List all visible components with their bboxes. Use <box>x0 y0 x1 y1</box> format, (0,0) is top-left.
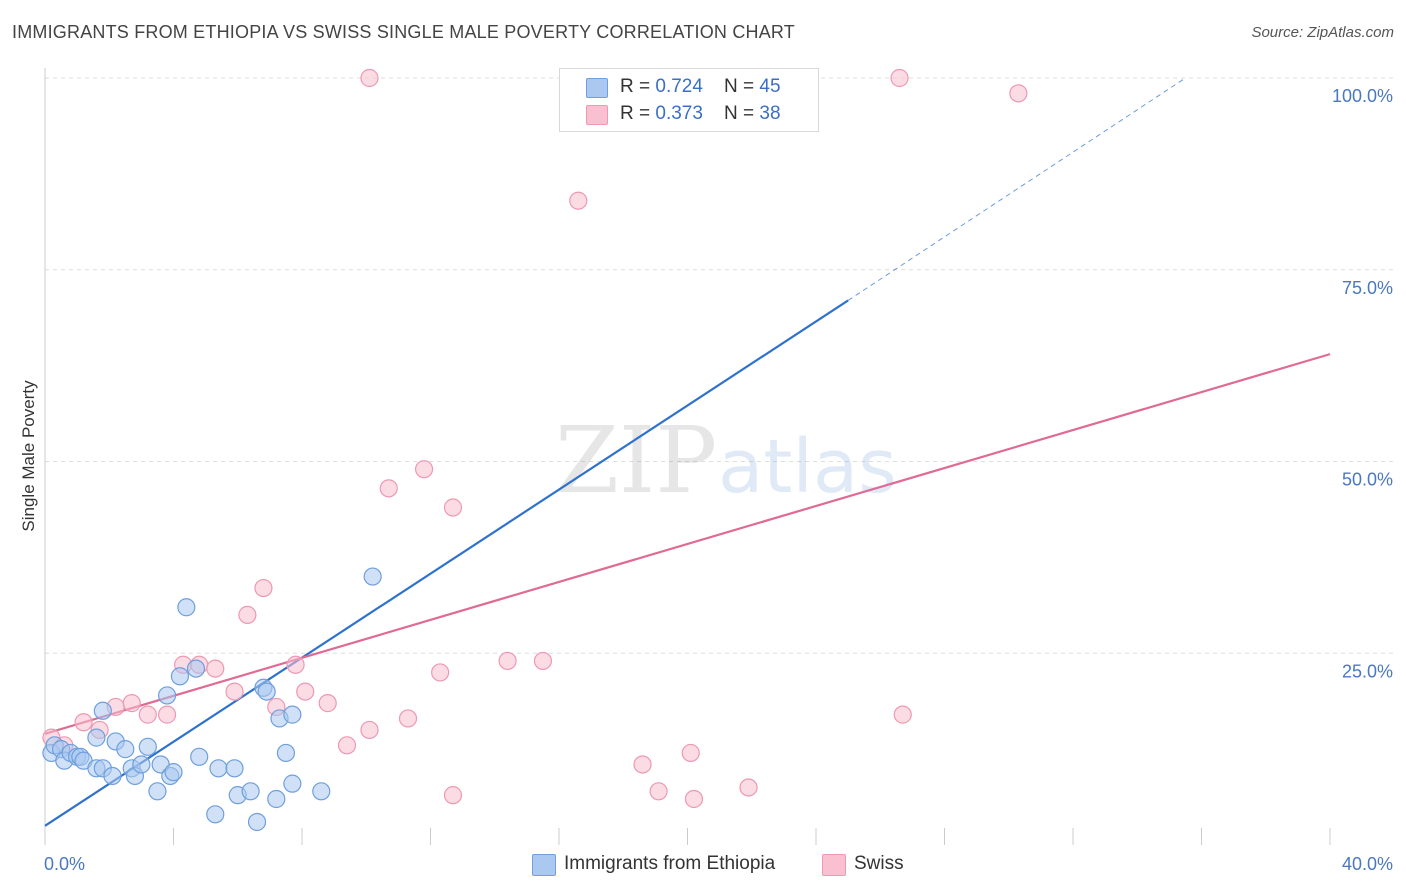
y-tick-label: 25.0% <box>1342 661 1393 681</box>
legend-r-label: R = <box>620 76 656 97</box>
legend-r-value-ethiopia: 0.724 <box>655 76 703 97</box>
point-swiss <box>443 498 463 517</box>
point-swiss <box>157 705 177 724</box>
point-ethiopia <box>206 805 225 824</box>
point-ethiopia <box>177 598 196 617</box>
point-ethiopia <box>283 705 302 724</box>
point-swiss <box>684 789 704 809</box>
legend-swatch-ethiopia <box>586 78 608 98</box>
point-swiss <box>318 694 337 713</box>
point-swiss <box>286 655 305 674</box>
point-swiss <box>238 605 257 625</box>
point-ethiopia <box>267 789 286 809</box>
point-swiss <box>337 736 357 755</box>
point-swiss <box>893 705 912 724</box>
point-swiss <box>498 651 517 671</box>
point-swiss <box>649 782 668 801</box>
chart-title: IMMIGRANTS FROM ETHIOPIA VS SWISS SINGLE… <box>12 22 795 42</box>
point-swiss <box>681 743 700 763</box>
point-swiss <box>122 694 141 713</box>
point-swiss <box>360 720 379 740</box>
watermark-atlas: atlas <box>718 424 897 510</box>
point-swiss <box>533 651 553 671</box>
point-swiss <box>431 663 450 682</box>
point-swiss <box>225 682 244 701</box>
watermark: ZIP atlas <box>555 407 897 514</box>
point-swiss <box>414 460 434 479</box>
point-swiss <box>138 705 157 724</box>
trendline-ethiopia <box>44 299 849 827</box>
point-ethiopia <box>190 747 209 766</box>
point-swiss <box>569 191 588 210</box>
legend-n-value-swiss: 38 <box>759 103 781 124</box>
point-swiss <box>739 778 758 797</box>
point-swiss <box>398 709 418 728</box>
point-swiss <box>443 786 463 805</box>
point-ethiopia <box>241 782 260 801</box>
point-ethiopia <box>247 812 267 832</box>
legend-swatch-swiss <box>586 105 608 125</box>
point-ethiopia <box>186 659 206 678</box>
legend-swatch-swiss <box>822 854 846 876</box>
grid-layer <box>45 77 1393 654</box>
y-tick-label: 50.0% <box>1342 470 1393 490</box>
point-ethiopia <box>312 782 331 801</box>
trendline-extension-ethiopia <box>847 77 1186 301</box>
point-swiss <box>254 578 273 598</box>
legend-label-ethiopia: Immigrants from Ethiopia <box>564 853 776 874</box>
point-ethiopia <box>157 686 177 705</box>
x-tick-label-min: 0.0% <box>44 854 85 874</box>
point-ethiopia <box>363 567 382 586</box>
point-ethiopia <box>138 737 157 756</box>
y-tick-label: 75.0% <box>1342 278 1393 298</box>
point-ethiopia <box>164 763 183 782</box>
trendline-layer <box>44 77 1331 827</box>
point-ethiopia <box>148 782 167 801</box>
point-ethiopia <box>225 759 244 778</box>
point-swiss <box>360 68 379 88</box>
point-ethiopia <box>276 743 296 763</box>
point-ethiopia <box>103 766 122 786</box>
trendline-swiss <box>44 353 1331 735</box>
legend-r-value-swiss: 0.373 <box>655 103 703 124</box>
legend-swatch-ethiopia <box>532 854 556 876</box>
point-swiss <box>296 682 315 701</box>
y-axis-label: Single Male Poverty <box>19 380 38 532</box>
legend-n-value-ethiopia: 45 <box>759 76 781 97</box>
point-swiss <box>74 713 93 732</box>
point-ethiopia <box>257 682 276 701</box>
axis-layer: 25.0% 50.0% 75.0% 100.0% <box>44 68 1393 846</box>
legend-label-swiss: Swiss <box>854 853 904 874</box>
point-ethiopia <box>132 755 151 774</box>
legend-n-label: N = <box>724 76 760 97</box>
point-swiss <box>890 68 909 88</box>
point-ethiopia <box>170 667 190 686</box>
legend-stats: R = 0.724 N = 45 R = 0.373 N = 38 <box>559 68 819 132</box>
source-label: Source: ZipAtlas.com <box>1251 24 1394 41</box>
legend-r-label: R = <box>620 103 656 124</box>
legend-series: Immigrants from Ethiopia Swiss <box>0 850 1406 880</box>
point-ethiopia <box>87 728 106 747</box>
x-tick-label-max: 40.0% <box>1342 854 1393 874</box>
point-swiss <box>379 479 398 498</box>
legend-n-label: N = <box>724 103 760 124</box>
watermark-zip: ZIP <box>555 407 717 514</box>
point-swiss <box>1009 84 1028 103</box>
point-swiss <box>206 659 225 678</box>
point-ethiopia <box>116 740 135 759</box>
point-swiss <box>633 755 652 774</box>
point-ethiopia <box>93 701 112 720</box>
point-ethiopia <box>209 759 228 778</box>
point-ethiopia <box>283 774 302 793</box>
y-tick-label: 100.0% <box>1332 86 1393 106</box>
